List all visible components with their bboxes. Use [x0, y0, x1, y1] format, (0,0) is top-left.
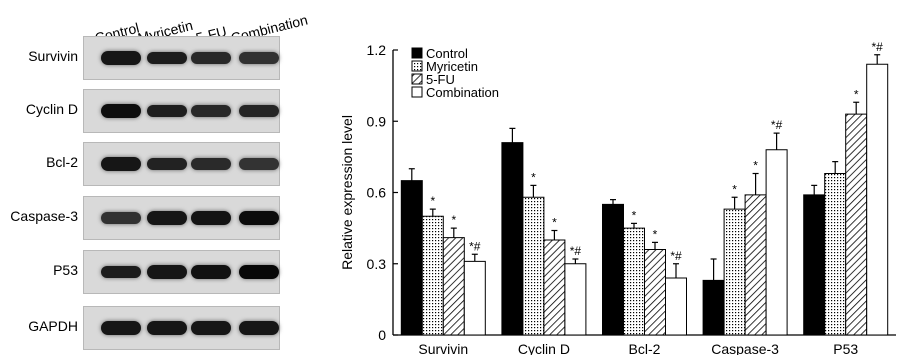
y-tick-label: 0	[378, 327, 386, 343]
blot-band	[147, 51, 187, 65]
bar	[723, 208, 746, 336]
significance-label: *#	[570, 244, 582, 258]
significance-label: *	[753, 159, 758, 173]
blot-band	[239, 158, 279, 170]
blot-strip	[83, 142, 280, 186]
blot-band	[239, 211, 279, 225]
blot-band	[239, 321, 279, 335]
x-tick-label: Bcl-2	[629, 341, 661, 355]
blot-band	[191, 104, 231, 118]
blot-row-label: GAPDH	[28, 318, 78, 334]
significance-label: *	[430, 194, 435, 208]
blot-band	[191, 265, 231, 279]
blot-band	[101, 321, 141, 335]
blot-strip	[83, 89, 280, 133]
significance-label: *	[632, 208, 637, 222]
significance-label: *	[653, 227, 658, 241]
blot-strip	[83, 250, 280, 294]
bar	[744, 194, 767, 336]
blot-strip	[83, 196, 280, 240]
significance-label: *	[854, 87, 859, 101]
x-tick-label: Caspase-3	[711, 341, 779, 355]
x-tick-label: Cyclin D	[518, 341, 570, 355]
bar	[602, 203, 624, 336]
blot-band	[101, 157, 141, 171]
significance-label: *#	[469, 239, 481, 253]
blot-row-label: P53	[53, 262, 78, 278]
legend-label: Myricetin	[426, 59, 478, 74]
x-tick-label: Survivin	[418, 341, 468, 355]
y-tick-label: 1.2	[367, 42, 387, 58]
x-tick-label: P53	[833, 341, 858, 355]
blot-strip	[83, 36, 280, 80]
blot-band	[239, 265, 279, 279]
blot-band	[147, 157, 187, 171]
bar	[463, 260, 486, 336]
blot-band	[147, 104, 187, 118]
y-tick-label: 0.9	[367, 113, 387, 129]
blot-row-label: Caspase-3	[10, 208, 78, 224]
blot-band	[147, 321, 187, 335]
significance-label: *#	[771, 118, 783, 132]
bar	[564, 263, 587, 336]
bar	[702, 279, 725, 336]
bar	[644, 249, 666, 336]
bar	[400, 180, 423, 336]
bar	[421, 215, 444, 336]
blot-row-label: Survivin	[28, 48, 78, 64]
blot-band	[239, 104, 279, 118]
blot-strip	[83, 306, 280, 350]
blot-band	[239, 52, 279, 64]
blot-band	[101, 265, 141, 279]
bar	[803, 194, 826, 336]
blot-band	[191, 51, 231, 65]
significance-label: *#	[670, 249, 682, 263]
bar	[543, 239, 566, 336]
legend-swatch	[411, 73, 423, 85]
legend-swatch	[411, 86, 423, 98]
bar	[765, 149, 788, 336]
legend-label: 5-FU	[426, 72, 455, 87]
significance-label: *	[552, 216, 557, 230]
blot-row-label: Bcl-2	[46, 154, 78, 170]
blot-band	[101, 51, 141, 65]
bar	[501, 142, 524, 336]
y-axis-label: Relative expression level	[339, 115, 355, 270]
blot-band	[191, 321, 231, 335]
y-tick-label: 0.3	[367, 256, 387, 272]
bar	[824, 173, 847, 336]
legend-label: Combination	[426, 85, 499, 100]
blot-band	[101, 212, 141, 224]
blot-band	[147, 265, 187, 279]
legend-swatch	[411, 60, 423, 72]
bar	[522, 196, 545, 336]
blot-band	[191, 211, 231, 225]
legend-swatch	[411, 47, 423, 59]
blot-row-label: Cyclin D	[25, 101, 78, 117]
bar	[866, 63, 889, 336]
bar	[845, 113, 868, 336]
legend-label: Control	[426, 46, 468, 61]
significance-label: *#	[872, 40, 884, 54]
blot-band	[147, 211, 187, 225]
blot-band	[101, 104, 141, 118]
y-tick-label: 0.6	[367, 185, 387, 201]
bar	[623, 227, 645, 336]
blot-band	[191, 157, 231, 171]
bar	[665, 277, 687, 336]
significance-label: *	[451, 213, 456, 227]
significance-label: *	[732, 182, 737, 196]
bar	[442, 237, 465, 336]
significance-label: *	[531, 170, 536, 184]
